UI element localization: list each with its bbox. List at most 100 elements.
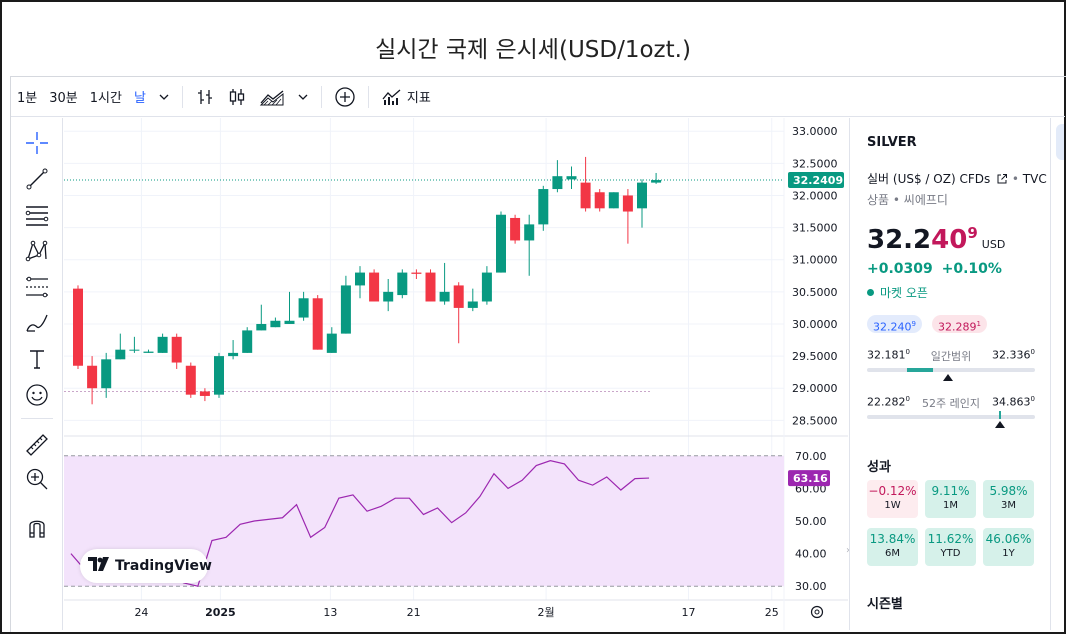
last-price-tag <box>788 171 844 188</box>
chevron-down-icon <box>298 94 308 100</box>
interval-1m[interactable]: 1분 <box>17 91 38 106</box>
chart-style-dropdown[interactable] <box>291 83 315 111</box>
candle-body <box>594 192 605 209</box>
year-range-marker-icon <box>994 421 1005 428</box>
candle-body <box>115 349 126 360</box>
ask-badge: 32.2891 <box>932 315 987 334</box>
settings-gear-center-icon <box>814 609 820 615</box>
perf-1y[interactable]: 46.06% 1Y <box>983 528 1034 566</box>
chart-widget <box>10 76 1066 632</box>
year-range-high: 34.8630 <box>992 395 1035 409</box>
magnet-icon <box>29 520 45 538</box>
trend-line-tool[interactable] <box>24 166 50 192</box>
side-scrollbar[interactable] <box>1050 118 1064 630</box>
perf-6m[interactable]: 13.84% 6M <box>867 528 918 566</box>
candle-body <box>453 285 464 308</box>
candle-body <box>439 291 450 302</box>
candle-body <box>651 180 662 183</box>
candle-body <box>481 272 492 302</box>
candle-style-button[interactable] <box>221 83 253 111</box>
time-axis-label: 25 <box>765 606 779 619</box>
collapse-arrow-icon[interactable]: › <box>846 545 850 556</box>
price-axis-label: 31.0000 <box>792 254 838 267</box>
symbol-name[interactable]: SILVER <box>867 135 917 150</box>
price-axis-label: 29.5000 <box>792 350 838 363</box>
candle-body <box>637 182 647 209</box>
bid-badge: 32.2409 <box>867 315 922 334</box>
rsi-axis-label: 70.00 <box>795 450 827 463</box>
interval-day[interactable]: 날 <box>133 91 146 106</box>
emoji-tool[interactable] <box>24 382 50 408</box>
projection-icon <box>26 276 48 298</box>
interval-1h[interactable]: 1시간 <box>89 91 122 106</box>
candle-body <box>129 349 140 351</box>
tradingview-logo-text: TradingView <box>115 558 212 574</box>
candle-body <box>256 323 267 331</box>
side-tab[interactable] <box>1056 124 1064 160</box>
bar-style-button[interactable] <box>189 83 221 111</box>
fib-tool[interactable] <box>24 202 50 228</box>
pattern-tool[interactable] <box>24 238 50 264</box>
perf-ytd[interactable]: 11.62% YTD <box>925 528 976 566</box>
toolbar-separator <box>367 85 369 108</box>
ruler-icon <box>26 434 48 456</box>
candle-body <box>425 272 436 302</box>
candle-body <box>566 176 577 180</box>
rsi-axis-label: 40.00 <box>795 548 827 561</box>
measure-tool[interactable] <box>24 432 50 458</box>
trend-line-icon <box>26 168 48 190</box>
zoom-tool[interactable] <box>24 466 50 492</box>
day-range-label: 일간범위 <box>930 350 972 363</box>
perf-3m[interactable]: 5.98% 3M <box>983 480 1034 518</box>
change-absolute: +0.0309 <box>867 261 933 277</box>
interval-30m[interactable]: 30분 <box>49 91 78 106</box>
rsi-value-tag <box>788 470 830 487</box>
price-axis-label: 33.0000 <box>792 125 838 138</box>
chevron-down-icon <box>159 94 169 100</box>
candle-body <box>340 285 351 334</box>
candle-body <box>326 333 337 353</box>
ask-price: 32.289 <box>938 320 977 334</box>
interval-dropdown[interactable] <box>152 83 176 111</box>
area-chart-icon <box>259 89 284 105</box>
smiley-icon <box>26 384 48 406</box>
performance-title: 성과 <box>867 460 891 475</box>
crosshair-tool[interactable] <box>24 130 50 156</box>
perf-1w[interactable]: −0.12% 1W <box>867 480 918 518</box>
last-price: 32.2409USD <box>867 224 1005 255</box>
candle-body <box>510 217 521 241</box>
candle-body <box>73 288 83 366</box>
year-range-fill <box>998 411 1001 419</box>
pattern-icon <box>25 240 48 262</box>
brush-icon <box>26 314 48 332</box>
day-range-low: 32.1810 <box>867 348 910 362</box>
brush-tool[interactable] <box>24 310 50 336</box>
compare-button[interactable] <box>328 83 362 111</box>
perf-1m[interactable]: 9.11% 1M <box>925 480 976 518</box>
tradingview-logo[interactable]: TradingView <box>80 549 212 583</box>
external-link-icon[interactable] <box>996 173 1008 188</box>
candle-body <box>284 320 295 324</box>
candle-body <box>214 356 224 395</box>
text-tool[interactable] <box>24 346 50 372</box>
candle-body <box>622 195 633 212</box>
market-status: 마켓 오픈 <box>867 284 928 301</box>
area-style-button[interactable] <box>253 83 291 111</box>
tools-separator <box>21 418 53 419</box>
settings-gear-icon <box>810 605 824 619</box>
year-range-track <box>867 415 1035 419</box>
candle-body <box>199 391 210 396</box>
projection-tool[interactable] <box>24 274 50 300</box>
indicators-button[interactable]: 지표 <box>375 83 437 111</box>
symbol-category: 상품 • 씨에프디 <box>867 193 948 207</box>
candle-body <box>228 352 239 357</box>
price-axis-label: 32.0000 <box>792 189 838 202</box>
magnet-tool[interactable] <box>24 514 50 540</box>
time-axis-label: 21 <box>407 606 421 619</box>
candle-body <box>552 176 563 190</box>
ask-sup: 1 <box>976 320 981 328</box>
candle-body <box>397 272 408 296</box>
exchange-name: TVC <box>1022 172 1047 186</box>
candle-body <box>171 336 182 363</box>
bid-sup: 9 <box>911 320 916 328</box>
